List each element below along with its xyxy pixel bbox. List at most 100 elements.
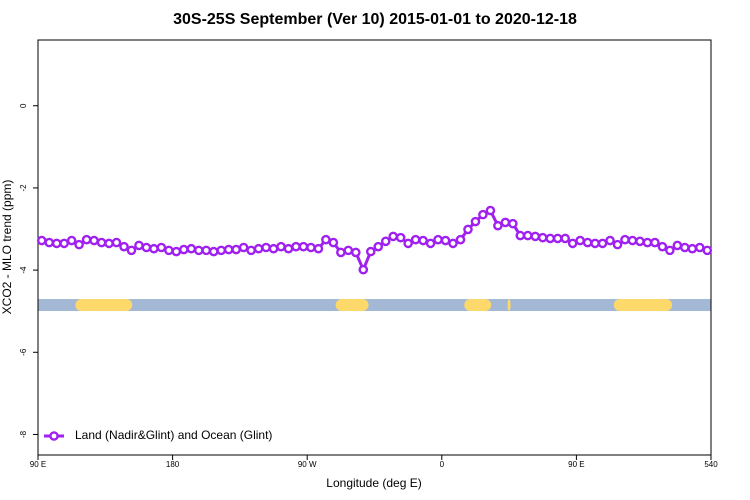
point	[298, 241, 309, 252]
point	[328, 237, 339, 248]
point	[552, 233, 563, 244]
point	[231, 244, 241, 255]
x-tick-label: 90 E	[30, 460, 46, 469]
point	[246, 245, 256, 256]
point	[657, 241, 668, 252]
point	[268, 243, 279, 254]
point	[208, 246, 219, 257]
point	[560, 233, 570, 244]
point	[164, 245, 174, 256]
point	[373, 241, 384, 252]
point	[365, 246, 376, 257]
point	[104, 238, 114, 249]
land-band	[464, 299, 492, 312]
y-axis-label: XCO2 - MLO trend (ppm)	[0, 180, 14, 315]
point	[590, 238, 600, 249]
point	[567, 238, 578, 249]
point	[253, 243, 264, 254]
point	[680, 242, 690, 253]
point	[179, 244, 189, 255]
land-band	[507, 299, 511, 312]
point	[283, 243, 294, 254]
point	[672, 240, 683, 251]
x-tick-label: 0	[440, 460, 445, 469]
point	[575, 235, 585, 246]
point	[59, 238, 69, 249]
point	[66, 235, 77, 246]
point	[380, 236, 391, 247]
point	[440, 235, 451, 246]
point	[96, 237, 107, 248]
point	[171, 246, 182, 257]
point	[403, 238, 413, 249]
point	[358, 264, 369, 275]
point	[351, 247, 361, 258]
point	[478, 209, 488, 220]
x-axis-label: Longitude (deg E)	[326, 476, 421, 490]
point	[433, 234, 443, 245]
point	[126, 245, 137, 256]
y-tick-label: -2	[19, 184, 28, 192]
point	[313, 243, 324, 254]
point	[149, 243, 159, 254]
point	[336, 247, 346, 258]
ocean-band	[38, 299, 711, 312]
point	[395, 232, 406, 243]
x-tick-label: 180	[166, 460, 180, 469]
point	[186, 243, 197, 254]
point	[605, 235, 615, 246]
point	[508, 218, 518, 229]
point	[522, 230, 533, 241]
point	[216, 245, 227, 256]
y-tick-label: -6	[19, 348, 28, 356]
point	[620, 234, 630, 245]
point	[665, 245, 675, 256]
point	[74, 239, 84, 250]
point	[612, 239, 623, 250]
point	[261, 242, 271, 253]
point	[89, 235, 99, 246]
y-tick-label: -4	[19, 266, 28, 274]
point	[650, 237, 660, 248]
point	[306, 242, 316, 253]
point	[597, 238, 608, 249]
legend-marker	[49, 431, 59, 441]
land-band	[75, 299, 133, 312]
point	[515, 230, 526, 241]
point	[642, 237, 653, 248]
point	[425, 238, 436, 249]
point	[119, 241, 129, 252]
point	[410, 234, 421, 245]
point	[702, 245, 713, 256]
point	[238, 242, 249, 253]
chart-title: 30S-25S September (Ver 10) 2015-01-01 to…	[173, 11, 577, 28]
point	[193, 245, 204, 256]
point	[343, 245, 354, 256]
point	[470, 216, 481, 227]
point	[448, 238, 458, 249]
land-band	[335, 299, 369, 312]
point	[44, 237, 55, 248]
land-band	[613, 299, 673, 312]
point	[582, 237, 593, 248]
legend-label: Land (Nadir&Glint) and Ocean (Glint)	[75, 428, 272, 442]
point	[463, 224, 473, 235]
point	[141, 242, 152, 253]
point	[36, 235, 47, 246]
point	[134, 240, 144, 251]
point	[687, 243, 698, 254]
point	[485, 205, 496, 216]
point	[493, 220, 503, 231]
point	[81, 234, 92, 245]
point	[156, 242, 167, 253]
x-tick-label: 540	[704, 460, 718, 469]
point	[545, 233, 556, 244]
y-tick-label: 0	[19, 103, 28, 108]
point	[635, 236, 645, 247]
point	[201, 245, 212, 256]
point	[321, 234, 331, 245]
point	[111, 237, 122, 248]
point	[627, 235, 638, 246]
point	[291, 241, 301, 252]
